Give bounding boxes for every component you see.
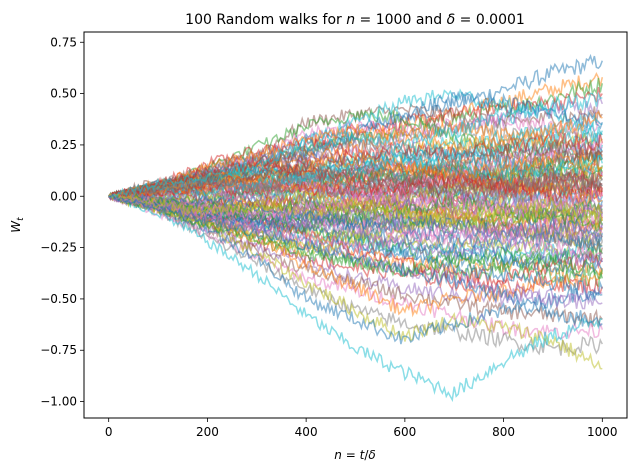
x-tick-label: 600 bbox=[393, 425, 416, 439]
y-ticks: −1.00 −0.75 −0.50 −0.25 0.00 0.25 0.50 0.75 bbox=[40, 35, 84, 409]
series-line-94 bbox=[108, 194, 603, 246]
series-line-97 bbox=[108, 164, 603, 203]
series-line-39 bbox=[108, 195, 603, 403]
x-tick-label: 1000 bbox=[587, 425, 618, 439]
y-tick-label: −1.00 bbox=[40, 395, 77, 409]
x-tick-label: 800 bbox=[492, 425, 515, 439]
series-line-95 bbox=[108, 159, 603, 202]
x-tick-label: 0 bbox=[105, 425, 113, 439]
y-tick-label: −0.25 bbox=[40, 241, 77, 255]
y-tick-label: 0.00 bbox=[50, 189, 77, 203]
y-axis-label: Wt bbox=[9, 217, 26, 233]
x-tick-label: 200 bbox=[196, 425, 219, 439]
x-tick-label: 400 bbox=[295, 425, 318, 439]
y-tick-label: 0.25 bbox=[50, 138, 77, 152]
series-line-99 bbox=[108, 91, 603, 199]
axes-frame bbox=[83, 31, 628, 419]
x-axis-label: n = t/δ bbox=[334, 448, 375, 462]
x-ticks: 0 200 400 600 800 1000 bbox=[105, 418, 618, 439]
series-line-81 bbox=[108, 110, 603, 197]
y-tick-label: 0.50 bbox=[50, 87, 77, 101]
y-tick-label: 0.75 bbox=[50, 35, 77, 49]
chart-title: 100 Random walks for n = 1000 and δ = 0.… bbox=[185, 12, 525, 28]
series-line-98 bbox=[108, 189, 603, 228]
y-tick-label: −0.50 bbox=[40, 292, 77, 306]
series-lines bbox=[108, 53, 604, 403]
series-line-78 bbox=[108, 159, 603, 219]
series-line-82 bbox=[108, 194, 604, 279]
series-line-37 bbox=[108, 195, 603, 356]
series-line-100 bbox=[108, 193, 603, 328]
series-line-91 bbox=[108, 149, 603, 200]
y-tick-label: −0.75 bbox=[40, 343, 77, 357]
